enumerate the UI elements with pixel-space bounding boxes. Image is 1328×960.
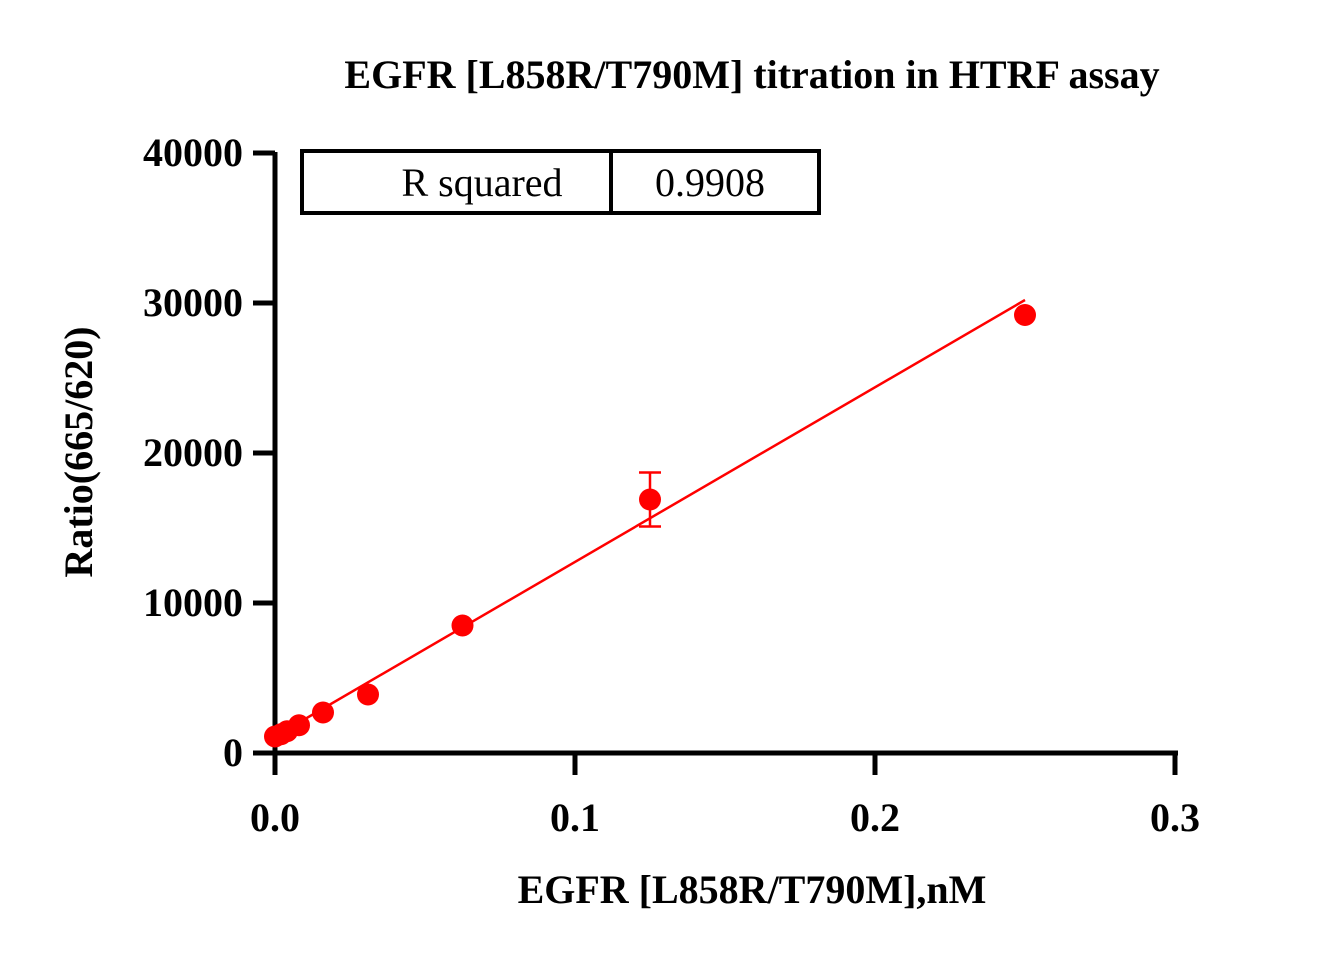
r-squared-box: R squared 0.9908 — [300, 149, 821, 215]
x-tick-label: 0.1 — [550, 795, 600, 840]
chart-title: EGFR [L858R/T790M] titration in HTRF ass… — [344, 52, 1159, 97]
data-point — [451, 614, 474, 637]
x-tick-label: 0.2 — [850, 795, 900, 840]
r-squared-label: R squared — [401, 160, 562, 205]
y-tick-label: 30000 — [143, 280, 243, 325]
x-tick-label: 0.0 — [250, 795, 300, 840]
r-squared-value: 0.9908 — [655, 160, 765, 205]
x-tick-label: 0.3 — [1150, 795, 1200, 840]
y-tick-label: 10000 — [143, 580, 243, 625]
data-point — [288, 714, 310, 737]
r-squared-box-frame — [300, 149, 821, 215]
y-axis-label: Ratio(665/620) — [56, 326, 101, 577]
x-ticks: 0.0 0.1 0.2 0.3 — [250, 753, 1200, 840]
data-point — [1014, 304, 1036, 326]
x-axis-label: EGFR [L858R/T790M],nM — [518, 867, 987, 912]
y-ticks: 0 10000 20000 30000 40000 — [143, 130, 275, 775]
data-point — [639, 488, 661, 511]
y-tick-label: 0 — [223, 730, 243, 775]
data-points — [264, 304, 1036, 748]
y-tick-label: 20000 — [143, 430, 243, 475]
data-point — [357, 683, 379, 706]
y-tick-label: 40000 — [143, 130, 243, 175]
data-point — [312, 701, 334, 724]
